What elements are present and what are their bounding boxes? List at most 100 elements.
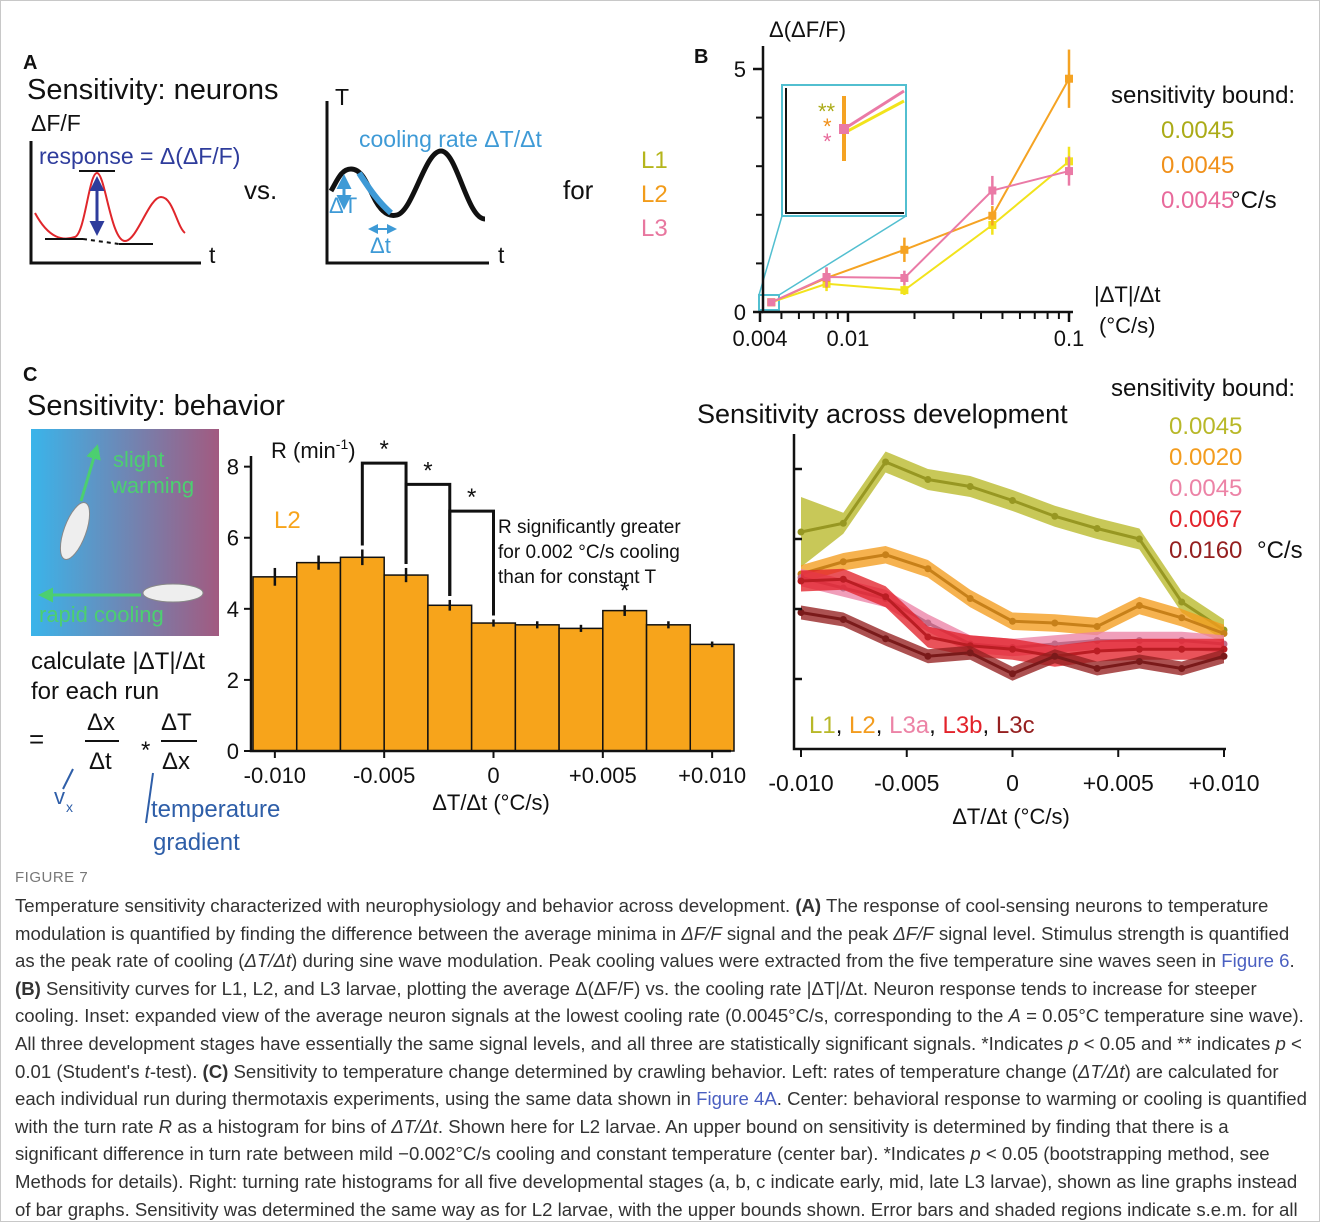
marker — [924, 565, 932, 573]
text: vs. — [244, 175, 277, 205]
x-tick-label: 0.01 — [827, 326, 870, 351]
x-tick-label: 0 — [1006, 770, 1019, 796]
text: for each run — [31, 678, 159, 705]
annotation: for 0.002 °C/s cooling — [498, 542, 680, 563]
legend-separator: , — [983, 712, 996, 739]
annotation: temperature — [151, 796, 280, 823]
panel-label: C — [23, 364, 37, 386]
caption-segment: ) during sine wave modulation. Peak cool… — [291, 950, 1222, 972]
axis-label: Δ(ΔF/F) — [769, 17, 846, 42]
panel-title: Sensitivity: neurons — [27, 74, 278, 106]
caption-segment: t — [144, 1060, 150, 1082]
bound-value: 0.0160 — [1169, 537, 1242, 564]
panel-title: Sensitivity: behavior — [27, 390, 285, 422]
marker — [1093, 665, 1101, 672]
bound-value: 0.0067 — [1169, 506, 1242, 533]
annotation: response = Δ(ΔF/F) — [39, 143, 240, 169]
bar — [252, 576, 298, 752]
y-tick-label: 0 — [227, 739, 239, 764]
caption-segment: . Center: behavioral response to warming… — [15, 1088, 1307, 1137]
marker — [988, 211, 997, 220]
inset-axes — [785, 88, 904, 214]
y-axis-label-sup: -1 — [336, 436, 349, 452]
significance-star: * — [467, 484, 476, 511]
bar — [427, 604, 473, 752]
y-axis-label: R (min — [271, 438, 336, 463]
marker — [966, 483, 974, 490]
significance-star: * — [380, 436, 389, 463]
inset-line — [843, 99, 905, 135]
x-axis-label: ΔT/Δt (°C/s) — [432, 790, 550, 815]
caption-segment: Sensitivity curves for L1, L2, and L3 la… — [15, 977, 1257, 1027]
marker — [882, 458, 890, 466]
bar — [470, 622, 517, 752]
marker — [1135, 645, 1143, 653]
marker — [1220, 652, 1228, 660]
caption-segment: ΔT/Δt — [1077, 1060, 1125, 1082]
axis-label: T — [335, 84, 349, 110]
caption-segment: R — [158, 1115, 173, 1137]
significance-bracket — [360, 461, 408, 564]
bound-unit: °C/s — [1257, 537, 1303, 564]
marker — [882, 593, 890, 601]
marker — [1009, 497, 1016, 504]
bound-title: sensitivity bound: — [1111, 375, 1295, 402]
marker — [1178, 665, 1186, 672]
caption-segment: signal level. Stimulus strength is quant… — [15, 922, 1290, 972]
legend-separator: , — [929, 712, 942, 739]
caption-segment: = 0.05°C temperature sine wave). All thr… — [15, 1005, 1304, 1054]
panel-label: B — [694, 46, 708, 68]
panel-label: A — [23, 52, 37, 74]
legend-entry: L1 — [809, 712, 836, 739]
annotation: gradient — [153, 829, 240, 856]
stage-label: L2 — [641, 181, 668, 208]
signal-curve — [34, 171, 186, 243]
caption-segment: ΔF/F — [893, 922, 934, 944]
caption-segment: The response of cool-sensing neurons to … — [15, 895, 1269, 944]
marker — [882, 551, 890, 559]
marker — [1093, 623, 1101, 630]
caption-segment: ΔT/Δt — [391, 1115, 438, 1137]
legend-entry: L2 — [849, 712, 876, 739]
equation: Δx — [162, 748, 190, 775]
caption-segment: p — [1068, 1032, 1079, 1054]
y-tick-label: 5 — [734, 57, 746, 82]
legend-entry: L3b — [942, 712, 982, 739]
error-band — [801, 605, 1224, 681]
bar — [339, 556, 385, 752]
x-tick-label: -0.005 — [353, 763, 415, 788]
marker — [882, 635, 890, 643]
figure-link[interactable]: Figure 4A — [696, 1088, 777, 1110]
bound-value: 0.0045 — [1161, 187, 1234, 214]
figure-link[interactable]: Figure 6 — [1221, 950, 1290, 972]
stage-label: L3 — [641, 215, 668, 242]
bound-title: sensitivity bound: — [1111, 82, 1295, 109]
caption-segment: p — [1275, 1032, 1286, 1054]
caption-segment: ) are calculated for each individual run… — [15, 1060, 1279, 1110]
marker — [797, 528, 805, 536]
chart-title: Sensitivity across development — [697, 399, 1068, 429]
baseline-dashed — [82, 238, 120, 245]
marker — [924, 476, 932, 483]
x-tick-label: +0.010 — [678, 763, 746, 788]
y-axis-label: ) — [348, 438, 355, 463]
legend: L1, L2, L3a, L3b, L3c — [809, 712, 1035, 739]
y-tick-label: 8 — [227, 455, 239, 480]
marker — [966, 649, 974, 657]
y-tick-label: 0 — [734, 300, 746, 325]
marker — [1065, 167, 1073, 176]
marker — [924, 652, 932, 660]
marker — [900, 286, 909, 295]
y-tick-label: 2 — [227, 668, 239, 693]
stage-label: L1 — [641, 147, 668, 174]
marker — [1009, 617, 1016, 625]
annotation: ΔT — [329, 193, 357, 218]
marker — [988, 186, 997, 195]
x-tick-label: +0.010 — [1189, 770, 1260, 796]
marker — [1135, 602, 1143, 609]
x-tick-label: 0 — [487, 763, 499, 788]
bound-value: 0.0045 — [1169, 475, 1242, 502]
marker — [1009, 645, 1016, 653]
annotation: x — [66, 799, 73, 815]
